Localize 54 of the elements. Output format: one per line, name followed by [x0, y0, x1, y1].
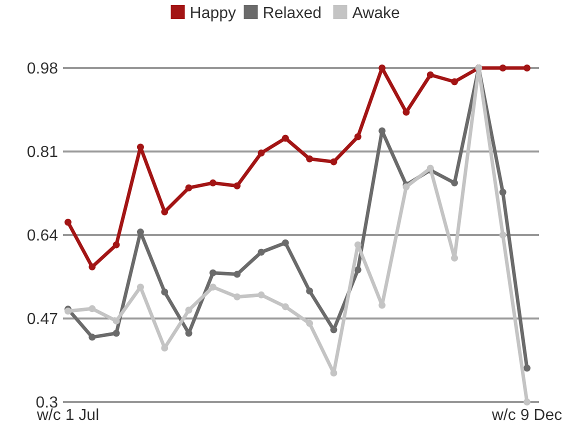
- x-tick-label: w/c 1 Jul: [36, 407, 100, 424]
- point: [88, 305, 96, 312]
- point: [524, 364, 530, 372]
- x-tick-label: w/c 9 Dec: [490, 407, 562, 424]
- point: [306, 287, 314, 294]
- point: [451, 254, 458, 262]
- point: [112, 330, 120, 337]
- point: [185, 184, 192, 192]
- point: [234, 293, 241, 300]
- point: [451, 78, 458, 86]
- point: [112, 241, 120, 248]
- y-tick-label: 0.64: [26, 228, 58, 245]
- point: [378, 127, 386, 134]
- point: [209, 269, 216, 276]
- point: [88, 334, 96, 341]
- point: [499, 188, 506, 196]
- point: [354, 266, 362, 274]
- point: [258, 248, 265, 256]
- point: [112, 317, 120, 324]
- y-tick-label: 0.81: [26, 144, 58, 162]
- point: [209, 179, 216, 186]
- legend-label: Relaxed: [262, 5, 322, 22]
- point: [282, 239, 289, 246]
- point: [282, 134, 289, 142]
- point: [499, 64, 506, 72]
- point: [354, 133, 362, 140]
- point: [330, 158, 338, 166]
- y-tick-label: 0.98: [26, 60, 58, 78]
- point: [234, 182, 241, 190]
- point: [161, 208, 168, 216]
- point: [378, 302, 386, 309]
- point: [282, 303, 289, 310]
- point: [258, 149, 265, 156]
- point: [524, 398, 530, 406]
- point: [161, 288, 168, 296]
- point: [330, 370, 338, 377]
- point: [88, 263, 96, 270]
- legend-label: Awake: [352, 5, 400, 22]
- point: [402, 108, 410, 116]
- point: [64, 218, 72, 226]
- point: [426, 71, 434, 78]
- point: [209, 284, 216, 291]
- y-tick-label: 0.47: [26, 311, 58, 328]
- point: [185, 306, 192, 314]
- point: [378, 64, 386, 72]
- point: [354, 241, 362, 248]
- point: [499, 232, 506, 238]
- legend-label: Happy: [190, 5, 236, 22]
- point: [451, 179, 458, 186]
- point: [524, 64, 530, 72]
- point: [258, 291, 265, 298]
- point: [306, 320, 314, 327]
- point: [234, 270, 241, 278]
- point: [306, 155, 314, 162]
